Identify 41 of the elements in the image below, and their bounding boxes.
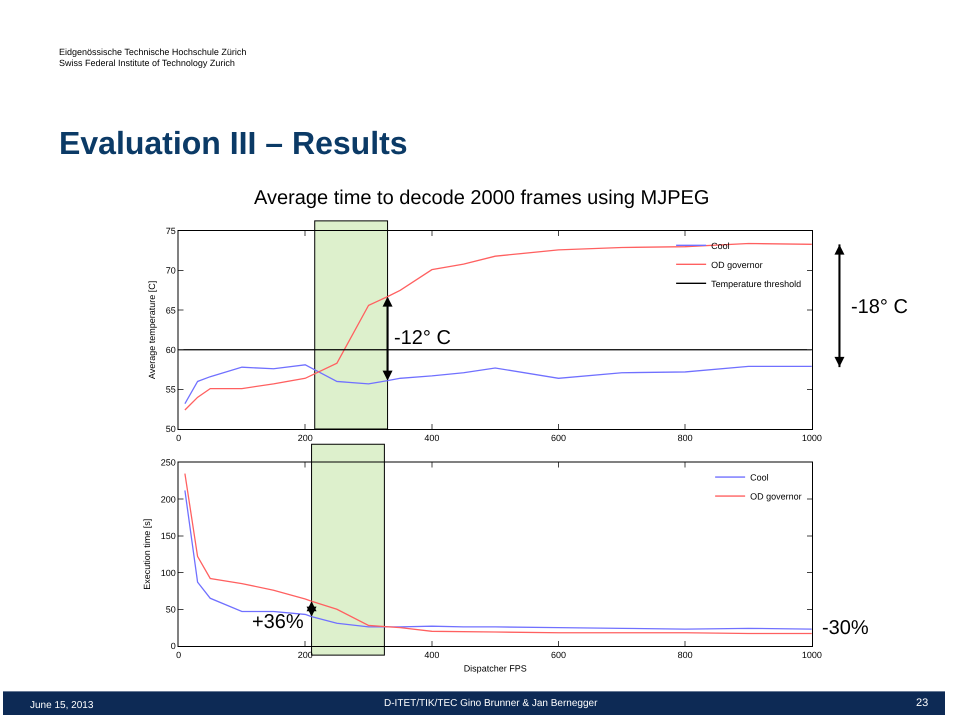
x-axis-title: Dispatcher FPS: [464, 664, 527, 674]
x-tick-label: 1000: [802, 432, 822, 443]
x-tick-label: 600: [551, 650, 566, 660]
y-tick-label: 75: [166, 226, 176, 236]
chart-title: Evaluation III – Results: [59, 125, 408, 161]
text: June 15, 2013: [30, 700, 94, 711]
text: Eidgenössische Technische Hochschule Zürich: [59, 47, 246, 57]
text: -18° C: [851, 296, 908, 318]
y-tick-label: 100: [160, 568, 176, 578]
y-tick-label: 60: [166, 344, 176, 355]
legend-label: OD governor: [711, 260, 763, 270]
x-tick-label: 1000: [802, 650, 822, 660]
line-series: [184, 242, 812, 411]
y-tick-label: 65: [166, 305, 176, 316]
y-tick-label: 150: [160, 531, 176, 542]
text: 23: [916, 697, 928, 709]
annotation: +36%: [252, 611, 304, 633]
legend-label: Cool: [750, 472, 769, 483]
chart-subtitle: Average time to decode 2000 frames using MJPEG: [254, 187, 710, 209]
y-tick-label: 250: [160, 458, 176, 468]
text: Swiss Federal Institute of Technology Zurich: [59, 58, 235, 68]
x-tick-label: 400: [424, 432, 440, 443]
x-tick-label: 800: [678, 432, 693, 443]
line-series: [184, 364, 812, 404]
y-tick-label: 200: [160, 494, 176, 504]
legend-label: Temperature threshold: [711, 278, 802, 289]
y-axis-title: Average temperature [C]: [147, 280, 158, 380]
y-axis-title: Execution time [s]: [142, 518, 152, 590]
text: D-ITET/TIK/TEC Gino Brunner & Jan Bernegger: [384, 698, 598, 709]
y-tick-label: 70: [166, 266, 176, 276]
x-tick-label: 600: [551, 432, 566, 443]
x-tick-label: 200: [298, 432, 313, 443]
annotation: -12° C: [394, 327, 451, 349]
text: -30%: [822, 617, 869, 639]
x-tick-label: 800: [678, 650, 693, 660]
legend-label: OD governor: [750, 492, 802, 502]
x-tick-label: 400: [424, 650, 440, 660]
y-tick-label: 55: [166, 384, 176, 395]
y-tick-label: 0: [170, 641, 176, 652]
y-tick-label: 50: [166, 604, 176, 614]
y-tick-label: 50: [166, 424, 176, 434]
